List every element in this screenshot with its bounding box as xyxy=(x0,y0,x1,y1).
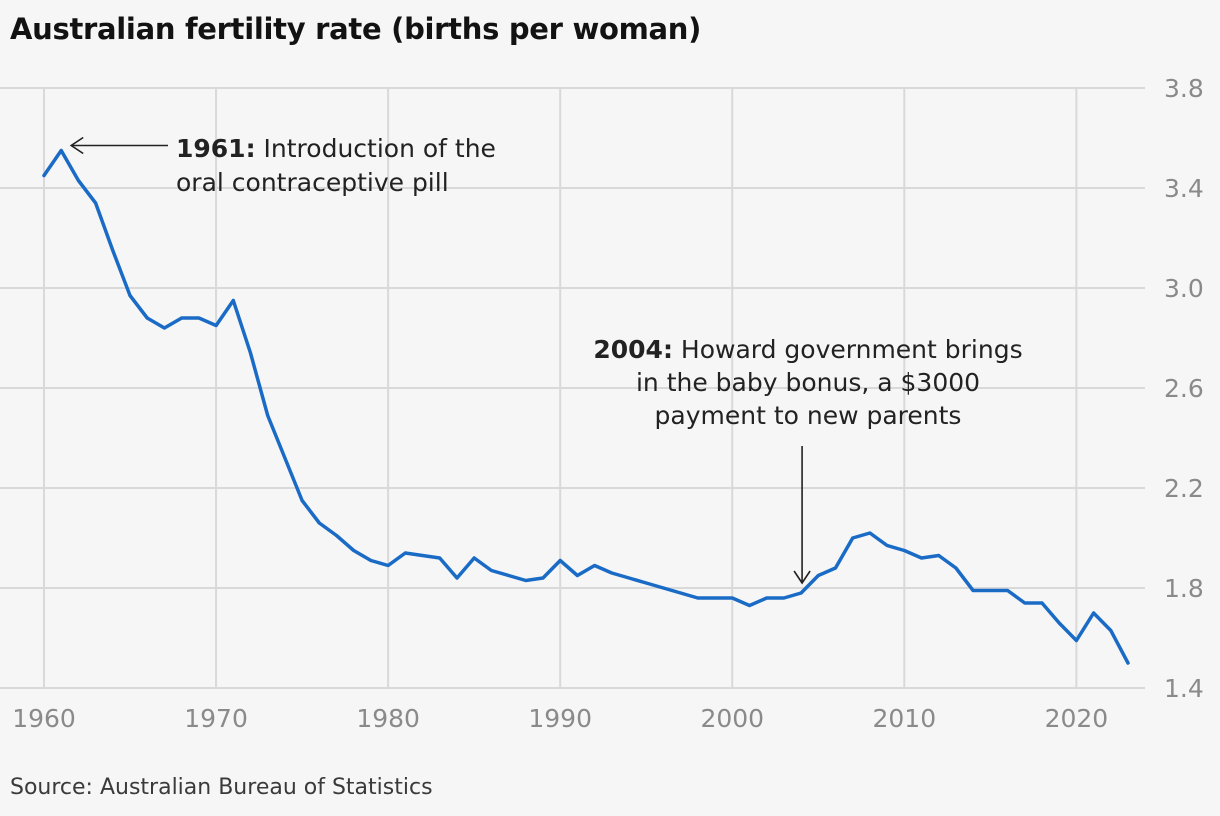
data-point xyxy=(94,201,98,205)
data-point xyxy=(352,549,356,552)
data-point xyxy=(145,316,149,320)
data-point xyxy=(833,566,837,570)
data-point xyxy=(524,579,528,582)
data-point xyxy=(128,294,132,297)
data-point xyxy=(335,534,339,537)
annotation-2004-text: Howard government brings xyxy=(673,335,1023,364)
data-point xyxy=(1074,639,1078,642)
data-point xyxy=(627,576,631,580)
data-point xyxy=(696,596,700,600)
x-tick-label: 2010 xyxy=(873,704,937,733)
data-point xyxy=(1057,621,1061,625)
data-point xyxy=(799,591,803,595)
data-point xyxy=(747,604,751,607)
data-point xyxy=(76,179,80,182)
data-point xyxy=(661,586,665,590)
annotation-2004-line: in the baby bonus, a $3000 xyxy=(636,368,980,397)
data-point xyxy=(317,521,321,525)
data-point xyxy=(386,564,390,567)
x-tick-label: 1960 xyxy=(12,704,76,733)
data-point xyxy=(816,574,820,577)
data-point xyxy=(971,589,975,592)
data-point xyxy=(111,249,115,252)
data-point xyxy=(610,571,614,575)
data-point xyxy=(162,326,166,330)
grid xyxy=(0,87,1145,689)
source-note: Source: Australian Bureau of Statistics xyxy=(10,775,433,800)
data-point xyxy=(868,531,872,535)
data-point xyxy=(300,499,304,502)
data-point xyxy=(59,149,63,152)
data-point xyxy=(214,324,218,327)
x-tick-label: 1990 xyxy=(528,704,592,733)
data-point xyxy=(231,299,235,302)
data-point xyxy=(1092,611,1096,615)
data-point xyxy=(730,596,734,600)
data-point xyxy=(1006,589,1010,592)
x-tick-label: 2020 xyxy=(1045,704,1109,733)
data-point xyxy=(197,316,201,320)
arrowhead xyxy=(69,136,84,155)
data-point xyxy=(644,581,648,585)
y-tick-label: 3.8 xyxy=(1164,74,1204,103)
annotation-2004-line: 2004: Howard government brings xyxy=(593,335,1022,364)
data-point xyxy=(851,536,855,540)
data-point xyxy=(421,554,425,557)
arrowhead xyxy=(793,570,811,585)
y-tick-label: 1.8 xyxy=(1164,574,1204,603)
data-point xyxy=(180,316,184,320)
y-tick-label: 1.4 xyxy=(1164,674,1204,703)
data-point xyxy=(438,556,442,560)
data-point xyxy=(42,174,46,177)
data-point xyxy=(593,564,597,567)
chart-title: Australian fertility rate (births per wo… xyxy=(10,12,702,46)
data-point xyxy=(988,589,992,592)
data-point xyxy=(885,544,889,547)
x-axis-ticks: 1960 1970 1980 1990 2000 2010 2020 xyxy=(12,704,1108,733)
annotation-1961-line: 1961: Introduction of the xyxy=(176,134,496,163)
data-point xyxy=(902,549,906,552)
data-point xyxy=(575,574,579,577)
series-layer xyxy=(42,148,1130,665)
data-point xyxy=(679,591,683,595)
annotations: 1961: Introduction of the oral contracept… xyxy=(69,134,1023,585)
data-point xyxy=(558,559,562,562)
data-point xyxy=(1109,629,1113,632)
data-point xyxy=(403,551,407,555)
y-axis-ticks: 1.4 1.8 2.2 2.6 3.0 3.4 3.8 xyxy=(1164,74,1204,703)
annotation-1961-line: oral contraceptive pill xyxy=(176,168,449,197)
annotation-1961-text: Introduction of the xyxy=(256,134,496,163)
annotation-2004-line: payment to new parents xyxy=(655,401,962,430)
data-point xyxy=(1126,661,1130,665)
data-point xyxy=(507,574,511,577)
x-tick-label: 1970 xyxy=(184,704,248,733)
data-point xyxy=(455,576,459,580)
annotation-2004-year: 2004: xyxy=(593,335,673,364)
data-point xyxy=(369,559,373,562)
y-tick-label: 3.0 xyxy=(1164,274,1204,303)
data-point xyxy=(248,351,252,355)
data-point xyxy=(1023,601,1027,605)
y-tick-label: 3.4 xyxy=(1164,174,1204,203)
series-line xyxy=(42,148,1130,665)
y-tick-label: 2.6 xyxy=(1164,374,1204,403)
data-point xyxy=(1040,601,1044,605)
x-tick-label: 2000 xyxy=(700,704,764,733)
data-point xyxy=(713,596,717,600)
x-tick-label: 1980 xyxy=(356,704,420,733)
annotation-1961-year: 1961: xyxy=(176,134,256,163)
data-point xyxy=(954,566,958,570)
data-point xyxy=(782,596,786,600)
data-point xyxy=(937,554,941,557)
data-point xyxy=(266,414,270,417)
data-point xyxy=(920,556,924,560)
data-point xyxy=(283,456,287,460)
data-point xyxy=(541,576,545,580)
y-tick-label: 2.2 xyxy=(1164,474,1204,503)
data-point xyxy=(489,569,493,572)
data-point xyxy=(765,596,769,600)
data-point xyxy=(472,556,476,560)
